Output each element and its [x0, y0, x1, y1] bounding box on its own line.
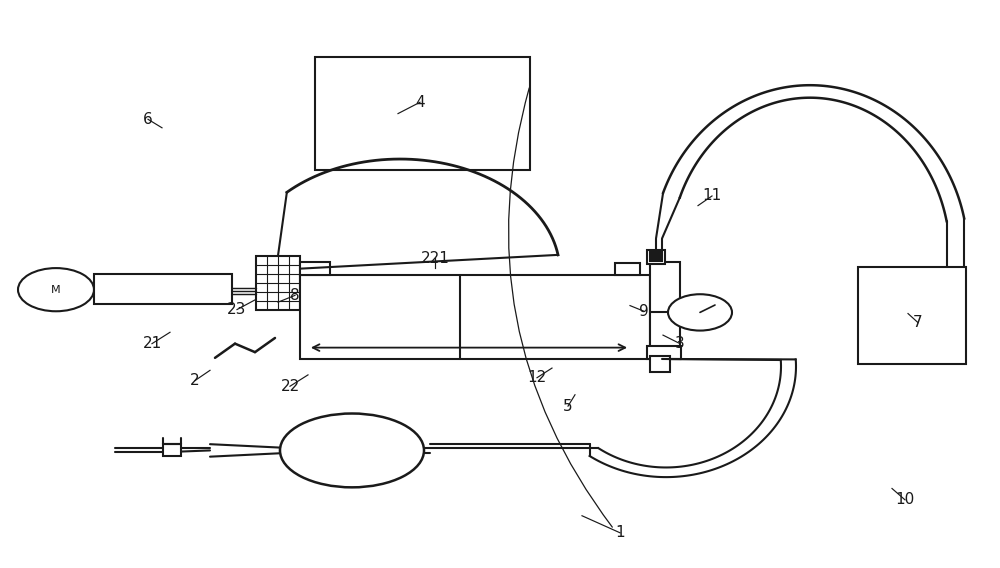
Text: 12: 12 [527, 370, 547, 385]
Text: 11: 11 [702, 189, 722, 203]
Bar [650, 262, 680, 359]
Text: 8: 8 [290, 288, 300, 303]
Text: 1: 1 [615, 525, 625, 540]
Polygon shape [210, 444, 222, 457]
Text: 7: 7 [913, 315, 923, 330]
Text: 3: 3 [675, 336, 685, 351]
Text: M: M [51, 285, 61, 295]
Text: 9: 9 [639, 304, 649, 319]
Text: 4: 4 [415, 95, 425, 110]
Text: 10: 10 [895, 492, 915, 507]
Text: 22: 22 [280, 379, 300, 394]
Text: 23: 23 [227, 302, 247, 317]
Text: 2: 2 [190, 373, 200, 388]
Bar [94, 274, 232, 304]
Text: 21: 21 [142, 336, 162, 351]
Bar [256, 256, 300, 310]
Bar [315, 57, 530, 170]
Bar [615, 263, 640, 275]
Bar [647, 346, 681, 359]
Circle shape [349, 437, 375, 452]
Circle shape [308, 434, 344, 454]
Circle shape [18, 268, 94, 311]
Bar [163, 444, 181, 456]
Bar [650, 252, 662, 261]
Bar [378, 445, 400, 455]
Circle shape [333, 450, 357, 464]
Text: 221: 221 [421, 251, 449, 266]
Bar [858, 267, 966, 364]
Ellipse shape [280, 414, 424, 487]
Bar [300, 275, 650, 359]
Circle shape [668, 294, 732, 331]
Text: 6: 6 [143, 112, 153, 127]
Bar [300, 262, 330, 275]
Bar [650, 356, 670, 372]
Circle shape [329, 441, 361, 459]
Text: 5: 5 [563, 399, 573, 414]
Bar [647, 250, 665, 264]
